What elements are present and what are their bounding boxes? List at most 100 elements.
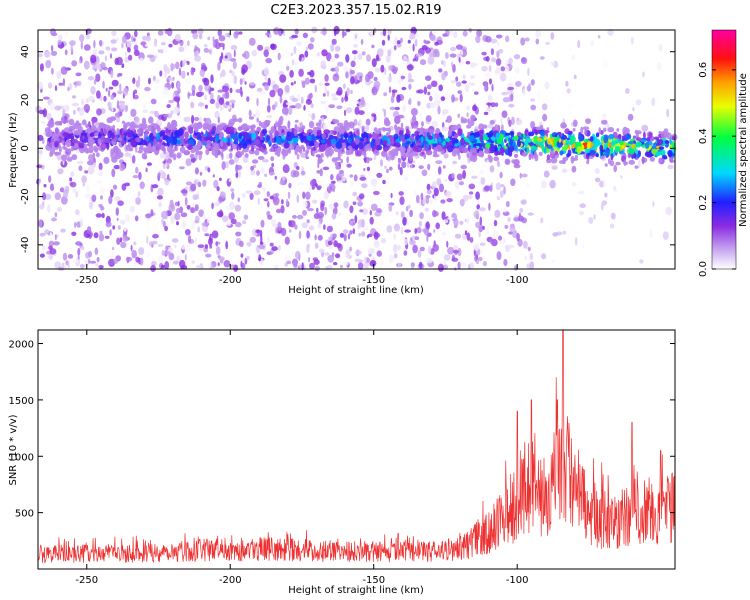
- heatmap-cell: [399, 146, 406, 153]
- heatmap-cell: [204, 233, 210, 237]
- heatmap-cell: [350, 149, 353, 154]
- heatmap-cell: [298, 54, 302, 62]
- heatmap-cell: [78, 165, 83, 172]
- heatmap-cell: [111, 168, 116, 178]
- heatmap-cell: [627, 141, 634, 145]
- heatmap-cell: [168, 148, 175, 154]
- heatmap-cell: [412, 144, 418, 152]
- heatmap-cell: [638, 160, 641, 169]
- heatmap-cell: [577, 39, 581, 49]
- heatmap-cell: [542, 113, 548, 122]
- heatmap-cell: [492, 229, 499, 239]
- heatmap-cell: [279, 74, 287, 83]
- heatmap-cell: [54, 85, 58, 92]
- heatmap-cell: [403, 250, 408, 256]
- heatmap-cell: [50, 138, 55, 143]
- heatmap-cell: [169, 199, 174, 208]
- heatmap-cell: [494, 124, 499, 132]
- heatmap-cell: [390, 46, 394, 53]
- heatmap-cell: [501, 124, 504, 132]
- heatmap-cell: [111, 219, 114, 225]
- heatmap-cell: [158, 255, 164, 263]
- heatmap-cell: [246, 96, 250, 102]
- heatmap-cell: [293, 128, 298, 137]
- heatmap-cell: [263, 49, 269, 58]
- heatmap-cell: [540, 130, 545, 137]
- heatmap-cell: [74, 129, 80, 136]
- heatmap-cell: [50, 28, 56, 36]
- heatmap-cell: [505, 35, 510, 43]
- heatmap-cell: [266, 104, 271, 113]
- heatmap-cell: [472, 104, 477, 112]
- heatmap-cell: [469, 155, 475, 162]
- heatmap-cell: [210, 92, 214, 101]
- heatmap-cell: [571, 182, 577, 187]
- heatmap-cell: [85, 80, 92, 86]
- heatmap-cell: [79, 34, 85, 43]
- heatmap-cell: [340, 159, 344, 164]
- heatmap-cell: [97, 138, 102, 145]
- heatmap-cell: [391, 89, 398, 93]
- heatmap-cell: [361, 150, 367, 156]
- heatmap-cell: [466, 112, 469, 117]
- heatmap-cell: [550, 157, 558, 164]
- heatmap-cell: [227, 126, 235, 133]
- heatmap-cell: [616, 143, 621, 146]
- heatmap-cell: [422, 207, 430, 213]
- heatmap-cell: [261, 128, 268, 135]
- heatmap-cell: [452, 160, 458, 165]
- heatmap-cell: [437, 166, 442, 175]
- heatmap-cell: [520, 37, 526, 46]
- heatmap-cell: [197, 102, 205, 107]
- heatmap-cell: [151, 184, 159, 189]
- heatmap-cell: [121, 63, 125, 68]
- heatmap-cell: [254, 149, 260, 156]
- heatmap-cell: [98, 50, 105, 55]
- heatmap-cell: [267, 77, 271, 87]
- heatmap-cell: [460, 164, 468, 170]
- heatmap-cell: [296, 214, 304, 220]
- heatmap-cell: [404, 238, 408, 246]
- heatmap-cell: [240, 260, 243, 268]
- heatmap-cell: [594, 177, 601, 183]
- heatmap-cell: [646, 136, 651, 143]
- heatmap-cell: [484, 82, 487, 92]
- heatmap-cell: [407, 151, 411, 156]
- heatmap-cell: [580, 126, 584, 134]
- heatmap-cell: [110, 69, 114, 79]
- heatmap-cell: [65, 30, 69, 36]
- heatmap-cell: [314, 242, 319, 249]
- heatmap-cell: [417, 249, 422, 258]
- heatmap-cell: [333, 29, 337, 37]
- heatmap-cell: [433, 229, 436, 233]
- heatmap-cell: [150, 98, 157, 105]
- heatmap-cell: [396, 94, 401, 103]
- heatmap-cell: [266, 114, 273, 119]
- heatmap-cell: [625, 88, 630, 94]
- heatmap-cell: [426, 102, 432, 109]
- heatmap-cell: [58, 82, 64, 86]
- heatmap-cell: [244, 207, 248, 211]
- heatmap-cell: [469, 262, 475, 270]
- heatmap-cell: [343, 178, 346, 182]
- heatmap-cell: [475, 191, 480, 200]
- heatmap-cell: [549, 179, 556, 189]
- heatmap-cell: [125, 214, 131, 222]
- heatmap-cell: [306, 134, 313, 142]
- heatmap-cell: [466, 154, 470, 158]
- heatmap-cell: [583, 138, 589, 143]
- heatmap-cell: [85, 98, 89, 104]
- heatmap-cell: [270, 43, 275, 49]
- heatmap-cell: [521, 57, 526, 63]
- heatmap-cell: [504, 65, 510, 73]
- heatmap-cell: [92, 48, 98, 55]
- colorbar-ticks: 0.00.20.40.6: [698, 62, 736, 277]
- heatmap-cell: [200, 131, 204, 135]
- heatmap-cell: [531, 154, 534, 160]
- heatmap-cell: [232, 61, 237, 70]
- heatmap-cell: [460, 49, 464, 56]
- heatmap-cell: [276, 149, 281, 157]
- heatmap-cell: [445, 119, 449, 123]
- heatmap-cell: [308, 232, 311, 238]
- heatmap-cell: [370, 140, 375, 148]
